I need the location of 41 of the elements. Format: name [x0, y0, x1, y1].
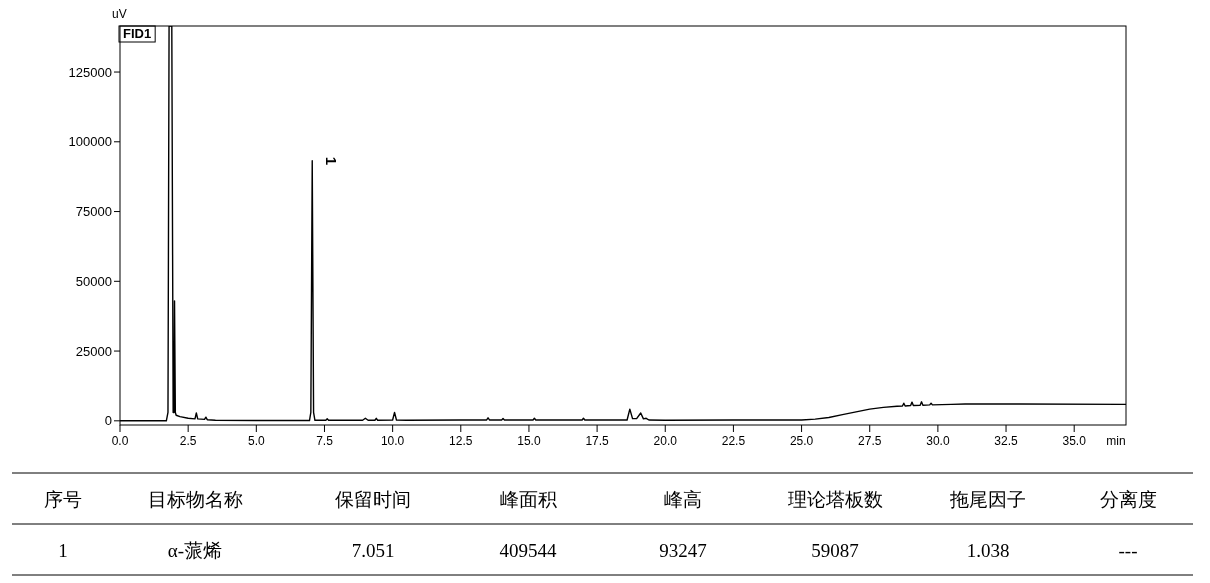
x-tick-label: 5.0 — [247, 434, 265, 448]
x-tick-label: 17.5 — [585, 434, 610, 448]
text: 理论塔板数 — [787, 488, 883, 510]
x-tick-label: 0.0 — [111, 434, 129, 448]
text: 目标物名称 — [147, 488, 243, 510]
x-axis-title: min — [1106, 434, 1126, 448]
text: α-蒎烯 — [167, 540, 223, 561]
y-tick-label: 25000 — [75, 343, 112, 359]
text: 序号 — [44, 488, 82, 510]
text: 拖尾因子 — [949, 488, 1026, 510]
y-tick-label: 125000 — [68, 64, 112, 80]
x-tick-label: 10.0 — [380, 434, 405, 448]
text: --- — [1118, 540, 1138, 561]
x-tick-label: 7.5 — [316, 434, 334, 448]
text: 409544 — [499, 540, 557, 561]
text: 1.038 — [966, 540, 1010, 561]
text: 1 — [58, 540, 68, 561]
x-tick-label: 12.5 — [449, 434, 473, 448]
text: 分离度 — [1099, 488, 1157, 510]
y-tick-label: 0 — [104, 413, 112, 429]
x-tick-label: 25.0 — [789, 434, 814, 448]
x-tick-label: 32.5 — [994, 434, 1019, 448]
text: 7.051 — [351, 540, 395, 561]
text: 峰面积 — [499, 488, 557, 510]
annotation: 1 — [323, 156, 341, 165]
y-tick-label: 100000 — [68, 134, 112, 150]
x-tick-label: 15.0 — [517, 434, 541, 448]
x-tick-label: 20.0 — [653, 434, 678, 448]
text: 保留时间 — [335, 488, 411, 510]
y-tick-label: 75000 — [75, 204, 112, 220]
x-tick-label: 30.0 — [926, 434, 950, 448]
annotation: FID1 — [123, 26, 152, 41]
x-tick-label: 27.5 — [858, 434, 882, 448]
y-tick-label: 50000 — [75, 273, 112, 289]
x-tick-label: 2.5 — [179, 434, 197, 448]
text: 59087 — [811, 540, 859, 561]
x-tick-label: 22.5 — [721, 434, 746, 448]
text: 93247 — [659, 540, 707, 561]
x-tick-label: 35.0 — [1062, 434, 1087, 448]
text: 峰高 — [664, 488, 702, 510]
y-axis-title: uV — [112, 7, 127, 21]
